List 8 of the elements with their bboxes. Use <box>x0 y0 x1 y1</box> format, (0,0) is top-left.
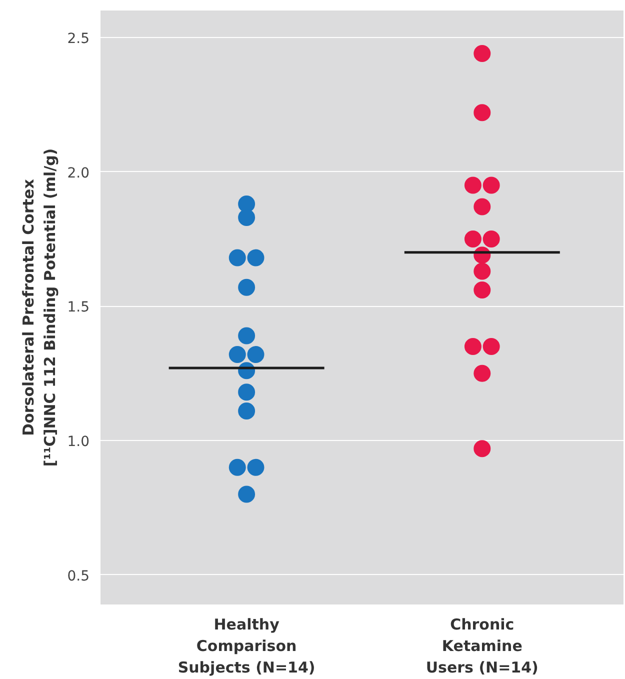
y-tick-label: 1.5 <box>67 300 90 316</box>
y-tick-label: 2.0 <box>67 165 90 182</box>
y-tick-label: 0.5 <box>67 568 90 584</box>
y-tick-label: 1.0 <box>67 434 90 450</box>
y-axis-title: Dorsolateral Prefrontal Cortex [¹¹C]NNC 112 Binding Potential (ml/g) <box>20 148 60 467</box>
y-tick-label: 2.5 <box>67 30 90 47</box>
x-tick-label: Chronic Ketamine Users (N=14) <box>426 616 538 677</box>
x-tick-label: Healthy Comparison Subjects (N=14) <box>178 616 316 677</box>
